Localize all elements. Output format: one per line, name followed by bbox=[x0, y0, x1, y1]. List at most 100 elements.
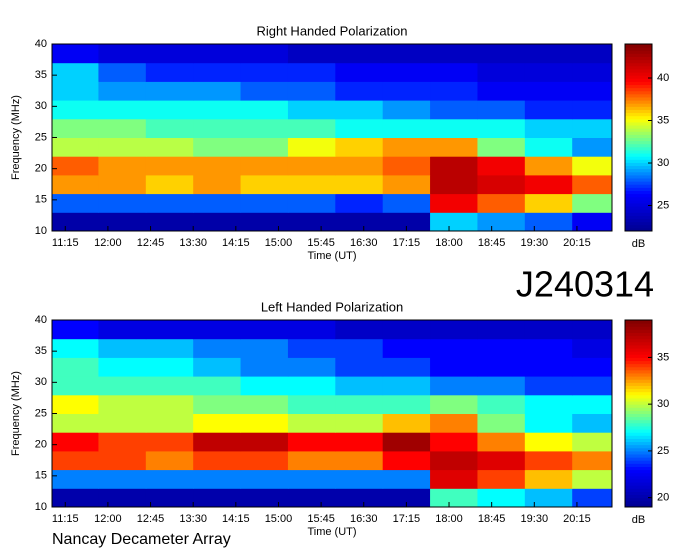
cell bbox=[98, 156, 147, 176]
x-tick-label: 18:45 bbox=[478, 237, 506, 249]
cell bbox=[240, 320, 289, 340]
y-axis-label: Frequency (MHz) bbox=[10, 95, 22, 180]
colorbar-step bbox=[625, 450, 652, 455]
colorbar-step bbox=[625, 65, 652, 70]
colorbar-step bbox=[625, 410, 652, 414]
colorbar-step bbox=[625, 159, 652, 163]
x-tick-label: 15:00 bbox=[265, 237, 293, 249]
x-tick-label: 14:15 bbox=[222, 237, 250, 249]
y-tick-label: 15 bbox=[35, 194, 47, 206]
cell bbox=[193, 156, 242, 176]
cell bbox=[193, 193, 242, 213]
cell bbox=[98, 212, 147, 231]
colorbar-step bbox=[625, 494, 652, 499]
cell bbox=[52, 44, 99, 64]
colorbar-step bbox=[625, 404, 652, 408]
colorbar-step bbox=[625, 388, 652, 393]
cell bbox=[477, 488, 526, 507]
cell bbox=[430, 118, 478, 138]
cell bbox=[524, 469, 573, 489]
cell bbox=[524, 137, 573, 157]
cell bbox=[240, 432, 289, 452]
y-tick-label: 10 bbox=[35, 225, 47, 237]
colorbar-step bbox=[625, 184, 652, 188]
cell bbox=[572, 320, 612, 340]
cell bbox=[240, 469, 289, 489]
colorbar-step bbox=[625, 335, 652, 340]
cell bbox=[477, 357, 526, 377]
cell bbox=[430, 432, 478, 452]
cell bbox=[430, 62, 478, 82]
cell bbox=[524, 488, 573, 507]
cell bbox=[524, 212, 573, 231]
cell bbox=[572, 118, 612, 138]
cell bbox=[524, 193, 573, 213]
cell bbox=[335, 394, 384, 414]
cell bbox=[98, 118, 147, 138]
y-tick-label: 20 bbox=[35, 439, 47, 451]
cell bbox=[572, 450, 612, 471]
colorbar-step bbox=[625, 357, 652, 362]
cell bbox=[240, 413, 289, 433]
cell bbox=[145, 212, 194, 231]
cell bbox=[287, 118, 336, 138]
colorbar-step bbox=[625, 363, 652, 368]
colorbar-step bbox=[625, 215, 652, 220]
colorbar-step bbox=[625, 348, 652, 352]
cell bbox=[145, 338, 194, 358]
cell bbox=[98, 44, 147, 64]
cell bbox=[430, 156, 478, 176]
cell bbox=[52, 394, 99, 414]
colorbar-step bbox=[625, 206, 652, 210]
colorbar-step bbox=[625, 432, 652, 436]
cell bbox=[477, 118, 526, 138]
colorbar-step bbox=[625, 78, 652, 82]
cell bbox=[382, 118, 431, 138]
colorbar-step bbox=[625, 168, 652, 173]
colorbar-step bbox=[625, 401, 652, 405]
cell bbox=[240, 376, 289, 396]
colorbar-step bbox=[625, 125, 652, 129]
cell bbox=[524, 156, 573, 176]
colorbar-frame bbox=[624, 319, 653, 508]
x-tick-label: 11:15 bbox=[52, 237, 79, 249]
cell bbox=[52, 469, 99, 489]
colorbar-step bbox=[625, 379, 652, 383]
colorbar-step bbox=[625, 131, 652, 135]
cell bbox=[193, 44, 242, 64]
colorbar-step bbox=[625, 416, 652, 421]
colorbar-step bbox=[625, 93, 652, 98]
colorbar-step bbox=[625, 128, 652, 132]
colorbar-step bbox=[625, 100, 652, 104]
chart-title: Left Handed Polarization bbox=[261, 299, 403, 314]
colorbar-step bbox=[625, 407, 652, 411]
cell bbox=[98, 137, 147, 157]
colorbar-step bbox=[625, 221, 652, 226]
cell bbox=[382, 62, 431, 82]
cell bbox=[52, 174, 99, 195]
cell bbox=[477, 174, 526, 195]
cell bbox=[335, 62, 384, 82]
colorbar-step bbox=[625, 466, 652, 471]
colorbar-step bbox=[625, 156, 652, 160]
cell bbox=[98, 62, 147, 82]
x-tick-label: 15:45 bbox=[307, 237, 335, 249]
cell bbox=[145, 413, 194, 433]
cell bbox=[477, 137, 526, 157]
cell bbox=[287, 193, 336, 213]
cell bbox=[524, 432, 573, 452]
cell bbox=[572, 193, 612, 213]
cell bbox=[193, 432, 242, 452]
colorbar-step bbox=[625, 87, 652, 92]
x-tick-label: 18:45 bbox=[478, 513, 506, 525]
cell bbox=[572, 394, 612, 414]
colorbar-step bbox=[625, 56, 652, 61]
cell bbox=[287, 357, 336, 377]
colorbar-tick-label: 30 bbox=[657, 398, 669, 410]
cell bbox=[430, 100, 478, 120]
cell bbox=[287, 338, 336, 358]
cell bbox=[335, 174, 384, 195]
cell bbox=[98, 376, 147, 396]
x-tick-label: 20:15 bbox=[563, 513, 591, 525]
cell bbox=[477, 44, 526, 64]
